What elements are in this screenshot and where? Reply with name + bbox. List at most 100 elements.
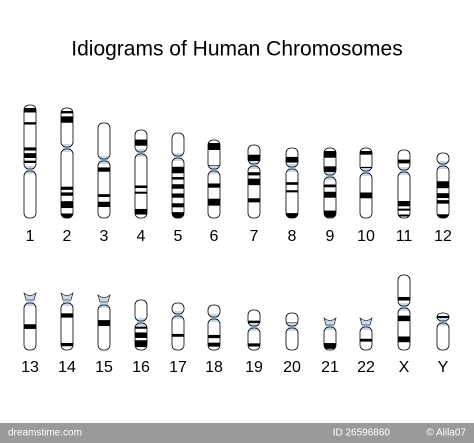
arm — [172, 303, 184, 350]
chromosome — [247, 309, 261, 351]
band — [398, 336, 410, 343]
band — [208, 334, 220, 339]
band — [61, 116, 73, 123]
chromosome-label: 3 — [100, 228, 109, 245]
arm — [324, 148, 336, 218]
band — [437, 214, 449, 218]
band — [135, 340, 147, 348]
chromosome-label: 6 — [210, 228, 219, 245]
outline — [247, 309, 261, 327]
centromere — [208, 314, 220, 322]
outline — [436, 165, 450, 219]
chromosome-label: 16 — [132, 359, 150, 376]
bands — [324, 148, 336, 218]
outline — [134, 322, 148, 351]
outline — [60, 107, 74, 148]
arm — [360, 326, 372, 350]
band — [398, 296, 410, 301]
outline — [285, 312, 299, 327]
bands — [437, 313, 449, 350]
chromosome-label: X — [399, 359, 410, 376]
band — [172, 212, 184, 218]
chromosome — [207, 139, 221, 219]
band — [398, 208, 410, 211]
outline — [171, 157, 185, 219]
chromosome-label: 22 — [357, 359, 375, 376]
band — [98, 167, 110, 172]
satellite — [323, 317, 337, 326]
band — [24, 122, 36, 125]
band — [324, 191, 336, 198]
outline — [97, 304, 111, 351]
band — [248, 154, 260, 162]
band — [24, 153, 36, 158]
chromosome — [323, 147, 337, 219]
outline — [207, 304, 221, 318]
centromere — [437, 318, 449, 326]
band — [98, 320, 110, 327]
outline — [397, 171, 411, 219]
band — [248, 198, 260, 203]
centromere — [286, 164, 298, 172]
chromosome-label: 17 — [169, 359, 187, 376]
chromosome — [359, 147, 373, 219]
bands — [248, 145, 260, 218]
chromosome — [171, 132, 185, 219]
band — [24, 108, 36, 113]
bands — [24, 299, 36, 350]
bands — [172, 303, 184, 350]
band — [248, 172, 260, 176]
chromosome — [247, 144, 261, 219]
chromosome — [285, 312, 299, 351]
band — [172, 203, 184, 208]
band — [208, 143, 220, 150]
band — [172, 333, 184, 337]
chromosome-label: 19 — [245, 359, 263, 376]
satellite — [359, 317, 373, 326]
footer-id: ID 26596860 — [333, 428, 391, 439]
outline — [285, 147, 299, 168]
outline — [285, 168, 299, 219]
outline — [397, 307, 411, 351]
centromere — [172, 311, 184, 319]
bands — [324, 323, 336, 350]
band — [208, 198, 220, 206]
centromere — [61, 144, 73, 152]
chromosome — [436, 312, 450, 351]
band — [61, 342, 73, 347]
bands — [135, 130, 147, 218]
bands — [437, 153, 449, 218]
outline — [247, 165, 261, 219]
outline — [171, 302, 185, 315]
band — [286, 190, 298, 193]
band — [324, 151, 336, 158]
outline — [134, 299, 148, 322]
bands — [208, 140, 220, 218]
bands — [208, 305, 220, 350]
outline — [436, 322, 450, 351]
chromosome-label: 21 — [321, 359, 339, 376]
outline — [207, 170, 221, 219]
band — [360, 338, 372, 342]
band — [286, 213, 298, 218]
outline — [359, 147, 373, 172]
band — [172, 176, 184, 180]
chromosome-label: 11 — [396, 228, 413, 245]
arm — [61, 108, 73, 218]
chromosome — [397, 149, 411, 219]
band — [135, 326, 147, 329]
centromere — [360, 168, 372, 176]
band — [24, 324, 36, 329]
chromosome — [134, 129, 148, 219]
centromere — [360, 323, 372, 330]
bands — [360, 148, 372, 218]
arm — [208, 140, 220, 218]
centromere — [248, 323, 260, 331]
outline — [359, 326, 373, 351]
centromere — [286, 323, 298, 331]
chromosome-label: 5 — [174, 228, 183, 245]
chromosome — [23, 292, 37, 351]
bands — [398, 150, 410, 218]
chromosome — [207, 304, 221, 351]
